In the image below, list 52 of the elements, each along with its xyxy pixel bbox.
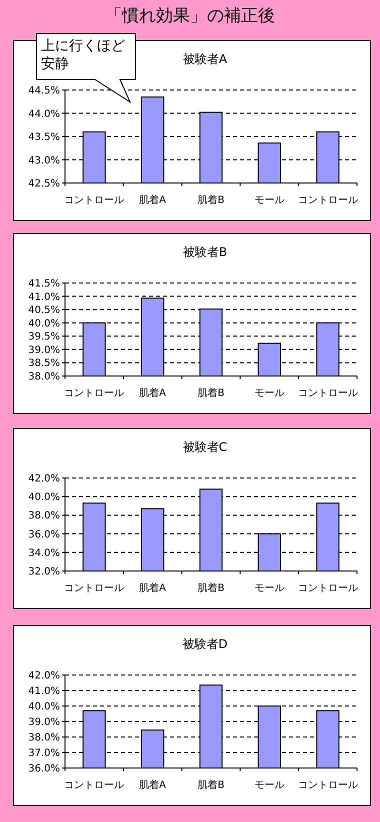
y-tick-label: 43.5% xyxy=(28,132,60,143)
chart-title: 被験者D xyxy=(182,637,228,651)
x-tick-label: コントロール xyxy=(64,388,124,399)
y-tick-label: 41.0% xyxy=(28,292,60,303)
x-tick-label: モール xyxy=(254,388,284,399)
y-tick-label: 32.0% xyxy=(28,566,60,578)
x-tick-label: モール xyxy=(254,195,284,206)
y-tick-label: 36.0% xyxy=(28,529,60,540)
x-tick-label: 肌着B xyxy=(198,779,225,791)
y-tick-label: 36.0% xyxy=(28,764,60,774)
y-tick-label: 42.5% xyxy=(28,178,60,190)
x-tick-label: コントロール xyxy=(298,388,358,399)
y-tick-label: 40.5% xyxy=(28,305,60,316)
y-tick-label: 39.0% xyxy=(28,344,60,356)
y-tick-label: 41.5% xyxy=(28,278,60,290)
x-tick-label: コントロール xyxy=(298,780,358,791)
y-tick-label: 38.0% xyxy=(28,372,60,382)
y-tick-label: 34.0% xyxy=(28,548,60,559)
x-tick-label: コントロール xyxy=(64,583,124,594)
chart-title: 被験者C xyxy=(182,440,228,454)
x-tick-label: 肌着A xyxy=(139,194,166,206)
x-tick-label: 肌着A xyxy=(139,387,166,399)
y-tick-label: 44.0% xyxy=(28,108,60,120)
x-tick-label: 肌着B xyxy=(198,387,225,399)
y-tick-label: 38.5% xyxy=(28,358,60,370)
chart-title: 被験者A xyxy=(182,52,228,66)
y-tick-label: 42.0% xyxy=(28,474,60,484)
x-tick-label: コントロール xyxy=(64,780,124,791)
y-tick-label: 40.0% xyxy=(28,702,60,712)
y-tick-label: 39.0% xyxy=(28,717,60,728)
x-tick-label: コントロール xyxy=(298,583,358,594)
x-tick-label: コントロール xyxy=(298,195,358,206)
x-tick-label: 肌着B xyxy=(198,194,225,206)
x-tick-label: モール xyxy=(254,583,284,594)
x-tick-label: 肌着B xyxy=(198,582,225,594)
y-tick-label: 39.5% xyxy=(28,332,60,343)
text: 上に行くほど安静 xyxy=(41,38,125,72)
y-tick-label: 44.5% xyxy=(28,86,60,96)
x-tick-label: コントロール xyxy=(64,195,124,206)
x-tick-label: 肌着A xyxy=(139,779,166,791)
x-tick-label: モール xyxy=(254,780,284,791)
y-tick-label: 37.0% xyxy=(28,748,60,759)
x-tick-label: 肌着A xyxy=(139,582,166,594)
y-tick-label: 42.0% xyxy=(28,670,60,682)
y-tick-label: 40.0% xyxy=(28,492,60,504)
y-tick-label: 38.0% xyxy=(28,510,60,522)
y-tick-label: 43.0% xyxy=(28,155,60,166)
y-tick-label: 41.0% xyxy=(28,686,60,697)
text: 「慣れ効果」の補正後 xyxy=(105,6,275,26)
y-tick-label: 40.0% xyxy=(28,318,60,330)
y-tick-label: 38.0% xyxy=(28,732,60,744)
chart-title: 被験者B xyxy=(182,245,228,259)
